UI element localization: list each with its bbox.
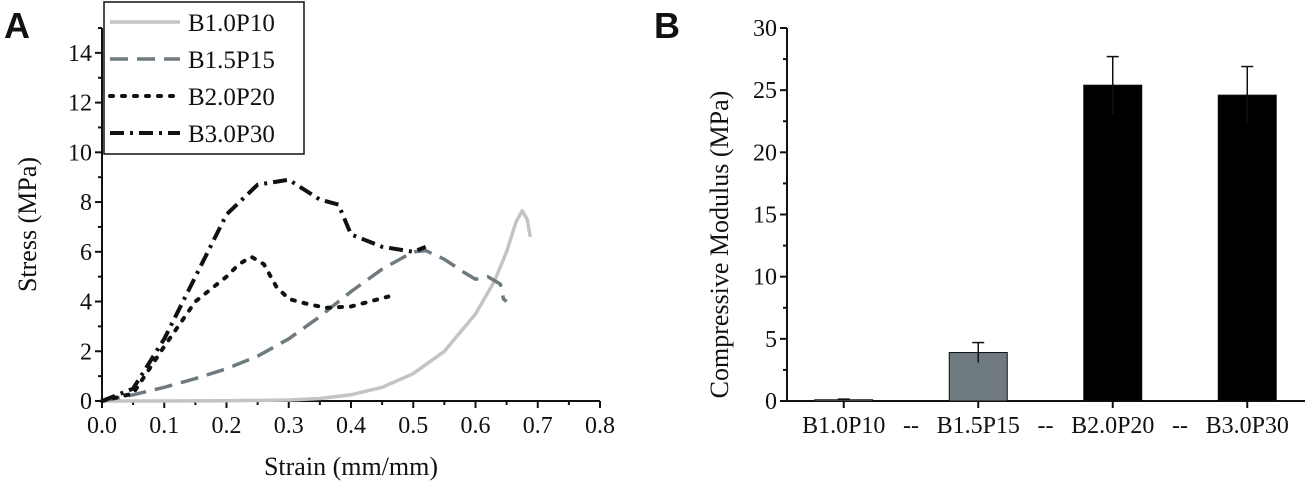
x-tick-separator: --	[1172, 413, 1188, 439]
y-tick-label: 0	[80, 389, 92, 415]
y-tick-label: 14	[68, 41, 92, 67]
x-tick-label: 0.5	[398, 413, 428, 439]
x-tick-label: B1.5P15	[937, 413, 1020, 439]
x-tick-label: 0.4	[336, 413, 366, 439]
x-tick-label: 0.7	[523, 413, 553, 439]
legend-label: B2.0P20	[188, 84, 275, 111]
panel-b-y-axis-title: Compressive Modulus (MPa)	[705, 91, 734, 399]
y-tick-label: 10	[753, 265, 777, 291]
y-tick-label: 2	[80, 339, 92, 365]
series-line-b1-0p10	[102, 209, 533, 403]
y-tick-label: 8	[80, 190, 92, 216]
y-tick-label: 12	[68, 91, 92, 117]
x-tick-label: 0.3	[274, 413, 304, 439]
y-tick-label: 25	[753, 78, 777, 104]
series-line-b3-0p30	[101, 177, 427, 403]
bar-b3-0p30	[1217, 94, 1277, 402]
y-tick-label: 0	[765, 389, 777, 415]
y-tick-label: 30	[753, 16, 777, 42]
x-tick-label: B3.0P30	[1206, 413, 1289, 439]
x-tick-separator: --	[1038, 413, 1054, 439]
series-line-b1-5p15	[101, 248, 508, 403]
y-tick-label: 10	[68, 140, 92, 166]
y-tick-label: 6	[80, 240, 92, 266]
x-tick-label: B1.0P10	[802, 413, 885, 439]
panel-a-legend: B1.0P10 B1.5P15 B2.0P20 B3.0P30	[103, 1, 305, 155]
legend-label: B1.0P10	[188, 10, 275, 37]
x-tick-label: 0.6	[461, 413, 491, 439]
legend-label: B3.0P30	[188, 121, 275, 148]
panel-b-letter: B	[654, 5, 680, 46]
x-tick-label: 0.1	[149, 413, 179, 439]
y-tick-label: 20	[753, 140, 777, 166]
panel-a-y-axis-title: Stress (MPa)	[13, 157, 42, 292]
series-line-b2-0p20	[100, 254, 391, 403]
bar-b2-0p20	[1083, 84, 1143, 402]
panel-a-letter: A	[4, 5, 30, 46]
x-tick-label: 0.0	[87, 413, 117, 439]
legend-box	[103, 1, 305, 155]
panel-a-series	[100, 177, 533, 403]
panel-b-bars	[814, 55, 1277, 402]
y-tick-label: 4	[80, 290, 92, 316]
x-tick-label: B2.0P20	[1071, 413, 1154, 439]
panel-b-ticks: 0 5 10 15 20 25 30 B1.0P10 -- B1.5P15 -- B2.0P20 -- B…	[753, 16, 1289, 439]
x-tick-label: 0.8	[585, 413, 615, 439]
panel-a: A 0.0 0.1 0.2 0.3 0.4 0.5 0.6 0.7 0.8 0 2 4 6 8 10 12 14…	[4, 1, 615, 481]
y-tick-label: 5	[765, 327, 777, 353]
panel-a-ticks: 0.0 0.1 0.2 0.3 0.4 0.5 0.6 0.7 0.8 0 2 4 6 8 10 12 14	[68, 27, 615, 439]
y-tick-label: 15	[753, 203, 777, 229]
panel-a-x-axis-title: Strain (mm/mm)	[264, 452, 438, 481]
legend-label: B1.5P15	[188, 47, 275, 74]
x-tick-separator: --	[903, 413, 919, 439]
x-tick-label: 0.2	[212, 413, 242, 439]
